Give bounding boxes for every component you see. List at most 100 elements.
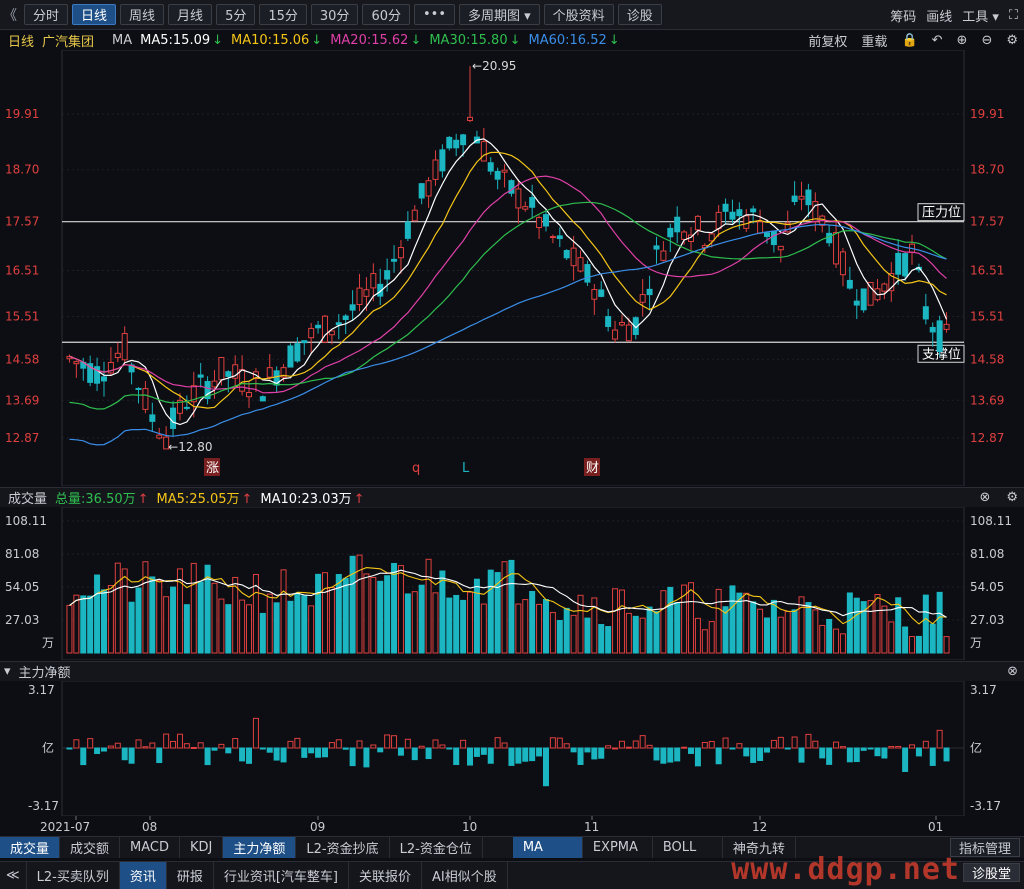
tab-9[interactable]: 多周期图 ▾ bbox=[459, 4, 540, 25]
volume-bar[interactable] bbox=[356, 554, 363, 654]
candle-body[interactable] bbox=[418, 183, 425, 199]
flow-bar[interactable] bbox=[176, 733, 183, 749]
event-marker[interactable]: L bbox=[462, 461, 470, 476]
volume-bar[interactable] bbox=[833, 628, 840, 654]
flow-bar[interactable] bbox=[439, 744, 446, 749]
flow-bar[interactable] bbox=[529, 747, 536, 762]
volume-bar[interactable] bbox=[625, 612, 632, 654]
candle-body[interactable] bbox=[536, 217, 543, 229]
flow-bar[interactable] bbox=[542, 747, 549, 787]
candle-body[interactable] bbox=[218, 356, 225, 381]
flow-bar[interactable] bbox=[501, 742, 508, 749]
candle-body[interactable] bbox=[94, 366, 101, 384]
candle-body[interactable] bbox=[860, 288, 867, 311]
flow-bar[interactable] bbox=[846, 747, 853, 763]
flow-bar[interactable] bbox=[522, 747, 529, 762]
flow-bar[interactable] bbox=[446, 747, 453, 750]
candle-body[interactable] bbox=[715, 211, 722, 230]
flow-bar[interactable] bbox=[750, 747, 757, 763]
candle-body[interactable] bbox=[777, 245, 784, 251]
flow-bar[interactable] bbox=[315, 747, 322, 758]
volume-bar[interactable] bbox=[694, 617, 701, 654]
candle-body[interactable] bbox=[404, 221, 411, 239]
flow-bar[interactable] bbox=[915, 747, 922, 757]
candle-body[interactable] bbox=[439, 149, 446, 172]
candle-body[interactable] bbox=[888, 272, 895, 292]
tab-6[interactable]: 30分 bbox=[310, 4, 359, 25]
volume-bar[interactable] bbox=[397, 565, 404, 654]
flow-bar[interactable] bbox=[902, 747, 909, 772]
volume-bar[interactable] bbox=[114, 562, 121, 654]
candle-body[interactable] bbox=[784, 222, 791, 233]
flow-bar[interactable] bbox=[114, 742, 121, 749]
flow-bar[interactable] bbox=[653, 747, 660, 761]
volume-bar[interactable] bbox=[757, 608, 764, 654]
flow-bar[interactable] bbox=[128, 747, 135, 764]
candle-body[interactable] bbox=[183, 406, 190, 409]
flow-bar[interactable] bbox=[225, 747, 232, 754]
volume-bar[interactable] bbox=[895, 597, 902, 654]
flow-bar[interactable] bbox=[266, 747, 273, 753]
gear-icon[interactable]: ⚙ bbox=[1006, 32, 1018, 48]
flow-bar[interactable] bbox=[259, 747, 266, 750]
footer-tab-0[interactable]: L2-买卖队列 bbox=[27, 862, 120, 889]
flow-bar[interactable] bbox=[494, 737, 501, 749]
flow-bar[interactable] bbox=[563, 743, 570, 749]
volume-bar[interactable] bbox=[328, 586, 335, 654]
indicator-tab-0[interactable]: 成交量 bbox=[0, 837, 61, 858]
volume-bar[interactable] bbox=[798, 596, 805, 654]
volume-bar[interactable] bbox=[598, 624, 605, 654]
tab-4[interactable]: 5分 bbox=[216, 4, 256, 25]
volume-bar[interactable] bbox=[784, 611, 791, 654]
flow-bar[interactable] bbox=[370, 744, 377, 749]
volume-bar[interactable] bbox=[439, 570, 446, 654]
flow-bar[interactable] bbox=[888, 746, 895, 749]
volume-bar[interactable] bbox=[218, 598, 225, 654]
volume-bar[interactable] bbox=[294, 592, 301, 654]
candle-body[interactable] bbox=[453, 139, 460, 149]
candle-body[interactable] bbox=[170, 407, 177, 429]
candle-body[interactable] bbox=[259, 396, 266, 402]
candle-body[interactable] bbox=[570, 247, 577, 267]
candle-body[interactable] bbox=[598, 289, 605, 297]
candle-body[interactable] bbox=[176, 399, 183, 414]
candle-body[interactable] bbox=[328, 330, 335, 336]
volume-bar[interactable] bbox=[722, 606, 729, 654]
volume-bar[interactable] bbox=[536, 603, 543, 654]
candle-body[interactable] bbox=[149, 414, 156, 422]
volume-bar[interactable] bbox=[584, 617, 591, 654]
candle-body[interactable] bbox=[556, 235, 563, 240]
indicator-manager-button[interactable]: 指标管理 bbox=[949, 838, 1020, 857]
flow-bar[interactable] bbox=[943, 747, 950, 762]
volume-bar[interactable] bbox=[791, 609, 798, 654]
volume-bar[interactable] bbox=[259, 612, 266, 654]
volume-bar[interactable] bbox=[632, 615, 639, 654]
candle-body[interactable] bbox=[363, 289, 370, 297]
flow-bar[interactable] bbox=[183, 743, 190, 749]
candle-body[interactable] bbox=[826, 232, 833, 244]
volume-bar[interactable] bbox=[515, 603, 522, 654]
candle-body[interactable] bbox=[480, 141, 487, 162]
flow-bar[interactable] bbox=[121, 747, 128, 761]
volume-bar[interactable] bbox=[280, 569, 287, 654]
volume-bar[interactable] bbox=[770, 599, 777, 654]
flow-bar[interactable] bbox=[328, 742, 335, 749]
volume-bar[interactable] bbox=[301, 595, 308, 654]
candle-body[interactable] bbox=[660, 250, 667, 261]
flow-bar[interactable] bbox=[839, 746, 846, 749]
flow-bar[interactable] bbox=[321, 747, 328, 758]
volume-bar[interactable] bbox=[708, 621, 715, 654]
candle-body[interactable] bbox=[487, 162, 494, 172]
volume-bar[interactable] bbox=[549, 612, 556, 654]
flow-bar[interactable] bbox=[301, 747, 308, 758]
candle-body[interactable] bbox=[370, 273, 377, 289]
flow-chart[interactable]: 3.17 3.17 亿 亿 -3.17 -3.17 bbox=[0, 681, 1024, 816]
flow-bar[interactable] bbox=[708, 741, 715, 749]
candle-body[interactable] bbox=[729, 211, 736, 220]
flow-bar[interactable] bbox=[632, 740, 639, 749]
candle-body[interactable] bbox=[743, 215, 750, 229]
price-chart[interactable]: 19.91 19.91 18.70 18.70 17.57 17.57 16.51 16.51… bbox=[0, 50, 1024, 486]
candle-body[interactable] bbox=[107, 361, 114, 374]
flow-bar[interactable] bbox=[591, 747, 598, 760]
flow-bar[interactable] bbox=[929, 747, 936, 766]
